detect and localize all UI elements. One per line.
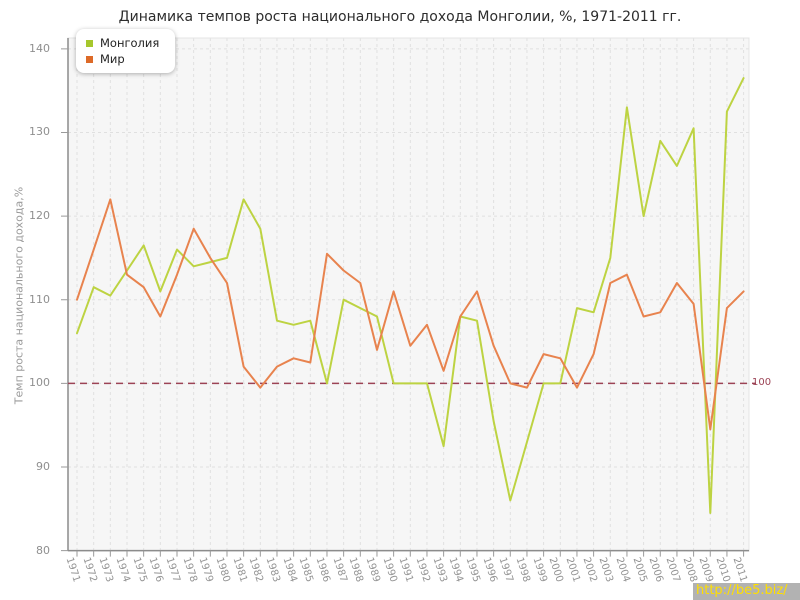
legend-item-mongolia[interactable]: Монголия — [86, 35, 159, 51]
legend-items: Монголия Мир — [86, 35, 159, 67]
reference-line-label: 100 — [752, 377, 772, 389]
watermark-link[interactable]: http://be5.biz/ — [693, 583, 800, 600]
y-axis-tick-label: 140 — [29, 41, 50, 55]
legend-swatch — [86, 55, 93, 63]
chart-svg — [61, 37, 756, 557]
legend-swatch — [86, 39, 93, 47]
legend: Монголия Мир — [76, 29, 176, 73]
y-axis-tick-label: 120 — [29, 209, 50, 223]
world-line — [76, 198, 745, 431]
y-axis-tick-label: 100 — [29, 376, 50, 390]
y-axis-tick-label: 80 — [36, 543, 50, 557]
y-axis-tick-label: 130 — [29, 125, 50, 139]
chart-title: Динамика темпов роста национального дохо… — [118, 9, 682, 25]
y-axis-tick-label: 90 — [36, 459, 50, 473]
y-axis-tick-label: 110 — [29, 292, 50, 306]
legend-label: Мир — [100, 52, 125, 66]
mongolia-line — [76, 77, 745, 514]
legend-item-world[interactable]: Мир — [86, 51, 159, 67]
legend-label: Монголия — [100, 36, 160, 50]
